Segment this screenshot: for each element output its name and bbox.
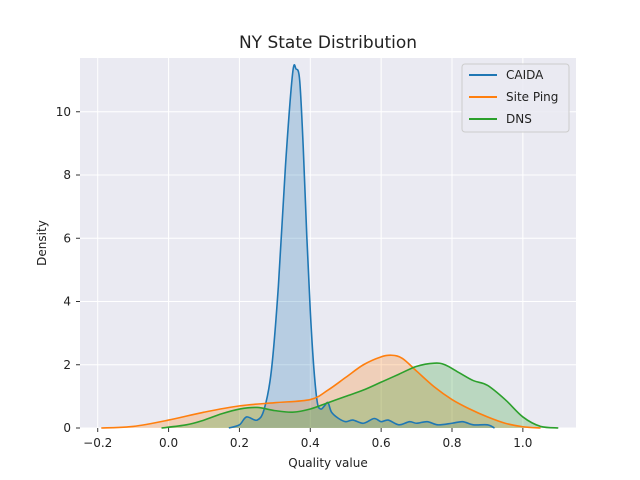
legend-box	[461, 63, 570, 133]
y-tick-label: 10	[56, 105, 71, 119]
x-tick-layer: −0.2 0.0 0.2 0.4 0.6 0.8 1.0	[83, 428, 532, 450]
site-ping-density-line	[101, 354, 541, 429]
x-tick-label: 1.0	[513, 436, 532, 450]
density-line-layer	[101, 64, 559, 429]
dns-density-area	[161, 363, 559, 428]
x-tick-label: 0.2	[230, 436, 249, 450]
caida-density-area	[228, 64, 495, 429]
y-tick-label: 8	[63, 168, 71, 182]
y-tick-label: 6	[63, 231, 71, 245]
dns-legend-label: DNS	[506, 112, 532, 126]
y-axis-label: Density	[35, 220, 49, 266]
x-tick-label: 0.8	[442, 436, 461, 450]
x-tick-label: 0.4	[301, 436, 320, 450]
y-tick-label: 4	[63, 295, 71, 309]
legend-items: CAIDA Site Ping DNS	[469, 68, 558, 126]
dns-density-line	[161, 362, 559, 429]
site-ping-density-area	[101, 355, 541, 428]
caida-legend-label: CAIDA	[506, 68, 544, 82]
site-ping-legend-label: Site Ping	[506, 90, 558, 104]
x-tick-label: 0.0	[159, 436, 178, 450]
x-tick-label: −0.2	[83, 436, 112, 450]
chart-title: NY State Distribution	[239, 33, 417, 53]
y-tick-layer: 0 2 4 6 8 10	[56, 105, 80, 435]
y-tick-label: 0	[63, 421, 71, 435]
legend: CAIDA Site Ping DNS	[461, 63, 570, 133]
x-axis-label: Quality value	[288, 456, 367, 470]
y-tick-label: 2	[63, 358, 71, 372]
x-tick-label: 0.6	[372, 436, 391, 450]
density-fill-layer	[101, 64, 559, 429]
